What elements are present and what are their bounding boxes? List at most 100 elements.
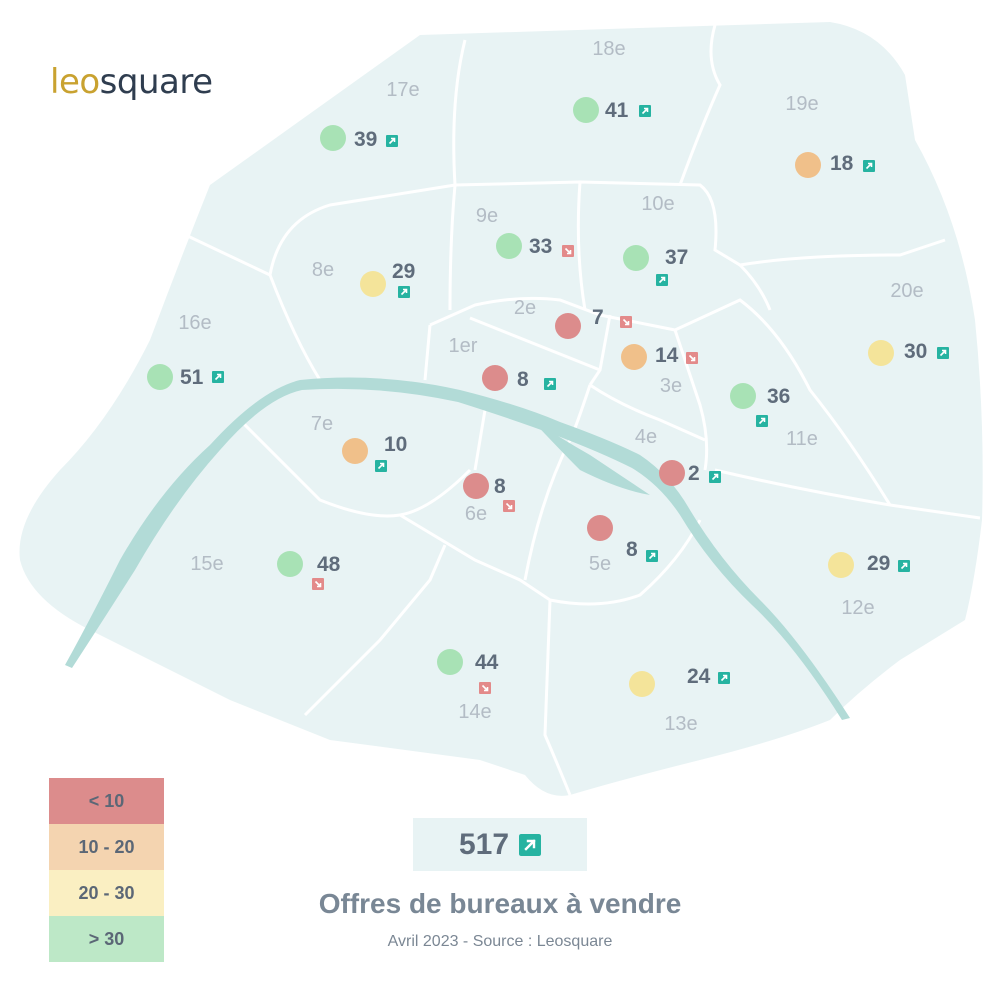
district-7e: 7e 10	[311, 413, 407, 472]
district-dot	[629, 671, 655, 697]
district-dot	[573, 97, 599, 123]
district-dot	[463, 473, 489, 499]
district-dot	[659, 460, 685, 486]
district-14e: 14e 44	[437, 649, 499, 723]
district-value: 51	[180, 366, 204, 389]
district-value: 39	[354, 128, 377, 151]
trend-up-icon	[718, 672, 730, 684]
district-value: 37	[665, 246, 688, 269]
district-value: 8	[494, 475, 506, 498]
district-dot	[623, 245, 649, 271]
trend-up-icon	[898, 560, 910, 572]
legend-item-20-30: 20 - 30	[49, 870, 164, 916]
district-label: 5e	[589, 553, 611, 575]
district-dot	[730, 383, 756, 409]
district-label: 7e	[311, 413, 333, 435]
district-value: 8	[517, 368, 529, 391]
district-label: 15e	[190, 553, 223, 575]
district-17e: 17e 39	[320, 79, 420, 151]
district-value: 18	[830, 152, 854, 175]
district-label: 8e	[312, 259, 334, 281]
district-dot	[342, 438, 368, 464]
ile-de-la-cite	[530, 418, 650, 495]
district-value: 36	[767, 385, 790, 408]
district-borders	[174, 24, 981, 796]
district-dot	[555, 313, 581, 339]
district-9e: 9e 33	[476, 205, 574, 259]
trend-up-icon	[863, 160, 875, 172]
district-value: 30	[904, 340, 927, 363]
district-label: 10e	[641, 193, 674, 215]
trend-up-icon	[519, 833, 542, 856]
district-label: 12e	[841, 597, 874, 619]
district-value: 10	[384, 433, 407, 456]
trend-down-icon	[312, 578, 324, 590]
trend-up-icon	[646, 550, 658, 562]
district-label: 2e	[514, 297, 536, 319]
district-label: 13e	[664, 713, 697, 735]
legend-item-lt10: < 10	[49, 778, 164, 824]
district-20e: 20e 30	[868, 280, 949, 366]
district-dot	[320, 125, 346, 151]
district-label: 6e	[465, 503, 487, 525]
district-dot	[828, 552, 854, 578]
district-label: 16e	[178, 312, 211, 334]
district-value: 14	[655, 344, 679, 367]
trend-up-icon	[544, 378, 556, 390]
trend-up-icon	[709, 471, 721, 483]
trend-down-icon	[503, 500, 515, 512]
district-label: 18e	[592, 38, 625, 60]
district-label: 19e	[785, 93, 818, 115]
district-value: 41	[605, 99, 629, 122]
district-dot	[277, 551, 303, 577]
legend-item-gt30: > 30	[49, 916, 164, 962]
district-value: 2	[688, 462, 700, 485]
logo-part-leo: leo	[50, 62, 100, 102]
district-dot	[360, 271, 386, 297]
trend-up-icon	[937, 347, 949, 359]
trend-up-icon	[398, 286, 410, 298]
district-label: 1er	[449, 335, 478, 357]
trend-down-icon	[686, 352, 698, 364]
district-value: 48	[317, 553, 341, 576]
legend: < 10 10 - 20 20 - 30 > 30	[49, 778, 164, 962]
trend-down-icon	[562, 245, 574, 257]
district-11e: 11e 36	[730, 383, 818, 450]
trend-up-icon	[375, 460, 387, 472]
district-label: 4e	[635, 426, 657, 448]
trend-up-icon	[639, 105, 651, 117]
leosquare-logo: leosquare	[50, 62, 213, 102]
district-dot	[621, 344, 647, 370]
district-dot	[868, 340, 894, 366]
district-16e: 16e 51	[147, 312, 224, 390]
district-label: 20e	[890, 280, 923, 302]
district-label: 3e	[660, 375, 682, 397]
district-value: 24	[687, 665, 711, 688]
district-2e: 2e 7	[514, 297, 632, 339]
district-dot	[147, 364, 173, 390]
logo-part-square: square	[99, 62, 213, 102]
map-subtitle: Avril 2023 - Source : Leosquare	[387, 933, 613, 950]
trend-up-icon	[756, 415, 768, 427]
district-8e: 8e 29	[312, 259, 415, 298]
district-10e: 10e 37	[623, 193, 688, 286]
district-value: 29	[867, 552, 890, 575]
district-5e: 5e 8	[587, 515, 658, 575]
district-label: 11e	[786, 428, 818, 450]
district-label: 9e	[476, 205, 498, 227]
district-dot	[437, 649, 463, 675]
legend-item-10-20: 10 - 20	[49, 824, 164, 870]
district-value: 29	[392, 260, 415, 283]
district-label: 14e	[458, 701, 491, 723]
district-1er: 1er 8	[449, 335, 556, 391]
district-value: 33	[529, 235, 552, 258]
district-dot	[482, 365, 508, 391]
trend-up-icon	[656, 274, 668, 286]
district-15e: 15e 48	[190, 551, 341, 590]
district-value: 8	[626, 538, 638, 561]
district-12e: 12e 29	[828, 552, 910, 619]
total-value: 517	[458, 827, 510, 861]
map-title: Offres de bureaux à vendre	[318, 888, 682, 919]
